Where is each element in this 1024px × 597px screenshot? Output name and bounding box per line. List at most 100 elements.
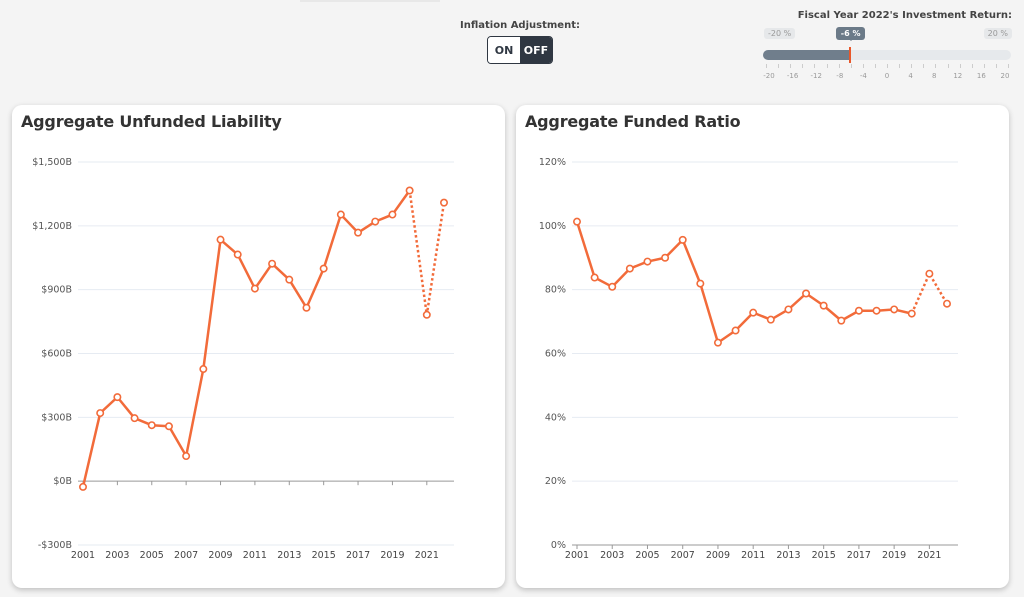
data-point [572,217,581,226]
data-point [405,186,414,195]
data-point [625,264,634,273]
funded-ratio-card: Aggregate Funded Ratio 120% 100% 80% 60% 40%… [516,105,1009,588]
slider-tick [923,64,925,68]
y-tick-label: $600B [41,349,72,360]
investment-return-slider-control: Fiscal Year 2022's Investment Return: -2… [760,10,1014,80]
data-point [130,414,139,423]
funded-ratio-chart: 120% 100% 80% 60% 40% 20% 0%2001 2003 2005 2007 20… [539,157,958,561]
data-point [216,235,225,244]
x-tick-label: 2001 [71,550,95,561]
data-point [302,303,311,312]
data-point [439,198,448,207]
x-tick-label: 2007 [671,550,695,561]
data-point [731,326,740,335]
y-tick-label: 20% [545,476,566,487]
slider-tick-label: 16 [976,72,986,80]
slider-tick [947,64,949,68]
x-tick-label: 2013 [277,550,301,561]
series-line [575,221,913,344]
data-point [661,253,670,262]
data-point [837,316,846,325]
data-point [608,282,617,291]
data-point [336,210,345,219]
chart-title: Aggregate Funded Ratio [525,112,741,131]
data-point [319,264,328,273]
data-point [942,299,951,308]
chart-title: Aggregate Unfunded Liability [21,112,282,131]
inflation-on-button[interactable]: ON [488,37,520,63]
data-point [164,422,173,431]
y-tick-label: $900B [41,285,72,296]
y-tick-label: 40% [545,412,566,423]
slider-tick-label: 12 [953,72,963,80]
data-point [233,250,242,259]
data-point [422,310,431,319]
slider-tick-label: -4 [859,72,867,80]
data-point [147,421,156,430]
inflation-toggle[interactable]: ON OFF [487,36,553,64]
inflation-adjustment-label: Inflation Adjustment: [460,20,580,31]
inflation-adjustment-control: Inflation Adjustment: ON OFF [440,20,600,64]
x-tick-label: 2007 [174,550,198,561]
slider-tick [790,64,792,68]
investment-return-label: Fiscal Year 2022's Investment Return: [797,10,1012,21]
slider-tick-label: 20 [1000,72,1010,80]
data-point [250,284,259,293]
x-tick-label: 2017 [346,550,370,561]
slider-tick [911,64,913,68]
slider-tick-label: -20 [763,72,775,80]
data-point [907,309,916,318]
x-tick-label: 2021 [415,550,439,561]
investment-return-slider[interactable] [763,47,1011,63]
y-tick-label: $300B [41,412,72,423]
data-point [925,269,934,278]
y-tick-label: 60% [545,349,566,360]
slider-tick [850,64,852,68]
data-point [79,482,88,491]
inflation-off-button[interactable]: OFF [520,37,552,63]
data-point [388,210,397,219]
slider-tick-label: 4 [908,72,913,80]
x-tick-label: 2011 [243,550,267,561]
data-point [285,275,294,284]
x-tick-label: 2003 [105,550,129,561]
data-point [371,217,380,226]
slider-tick-label: -12 [810,72,822,80]
slider-min-label: -20 % [764,28,796,39]
y-tick-label: 100% [539,221,566,232]
x-tick-label: 2015 [312,550,336,561]
x-tick-label: 2011 [741,550,765,561]
x-tick-label: 2009 [706,550,730,561]
data-point [354,228,363,237]
x-tick-label: 2015 [812,550,836,561]
x-tick-label: 2021 [917,550,941,561]
slider-handle[interactable] [848,47,851,63]
data-point [268,259,277,268]
x-tick-label: 2003 [600,550,624,561]
projected-series-line [408,190,446,315]
y-tick-label: 120% [539,157,566,168]
data-point [713,338,722,347]
unfunded-liability-chart: $1,500B$1,200B$900B$600B$300B$0B-$300B20… [32,157,454,561]
slider-tick [814,64,816,68]
data-point [678,235,687,244]
slider-tick [826,64,828,68]
slider-ticks [763,64,1011,70]
slider-tick-label: -8 [836,72,844,80]
data-point [819,301,828,310]
y-tick-label: $0B [53,476,72,487]
data-point [182,452,191,461]
x-tick-label: 2019 [380,550,404,561]
slider-tick [983,64,985,68]
data-point [890,305,899,314]
projected-series-line [910,270,949,315]
x-tick-label: 2005 [140,550,164,561]
slider-fill [763,50,850,60]
x-tick-label: 2017 [847,550,871,561]
slider-tick [899,64,901,68]
slider-tick [1008,64,1009,68]
x-tick-label: 2013 [776,550,800,561]
slider-tick [959,64,961,68]
slider-tick-label: 0 [884,72,890,80]
data-point [766,315,775,324]
